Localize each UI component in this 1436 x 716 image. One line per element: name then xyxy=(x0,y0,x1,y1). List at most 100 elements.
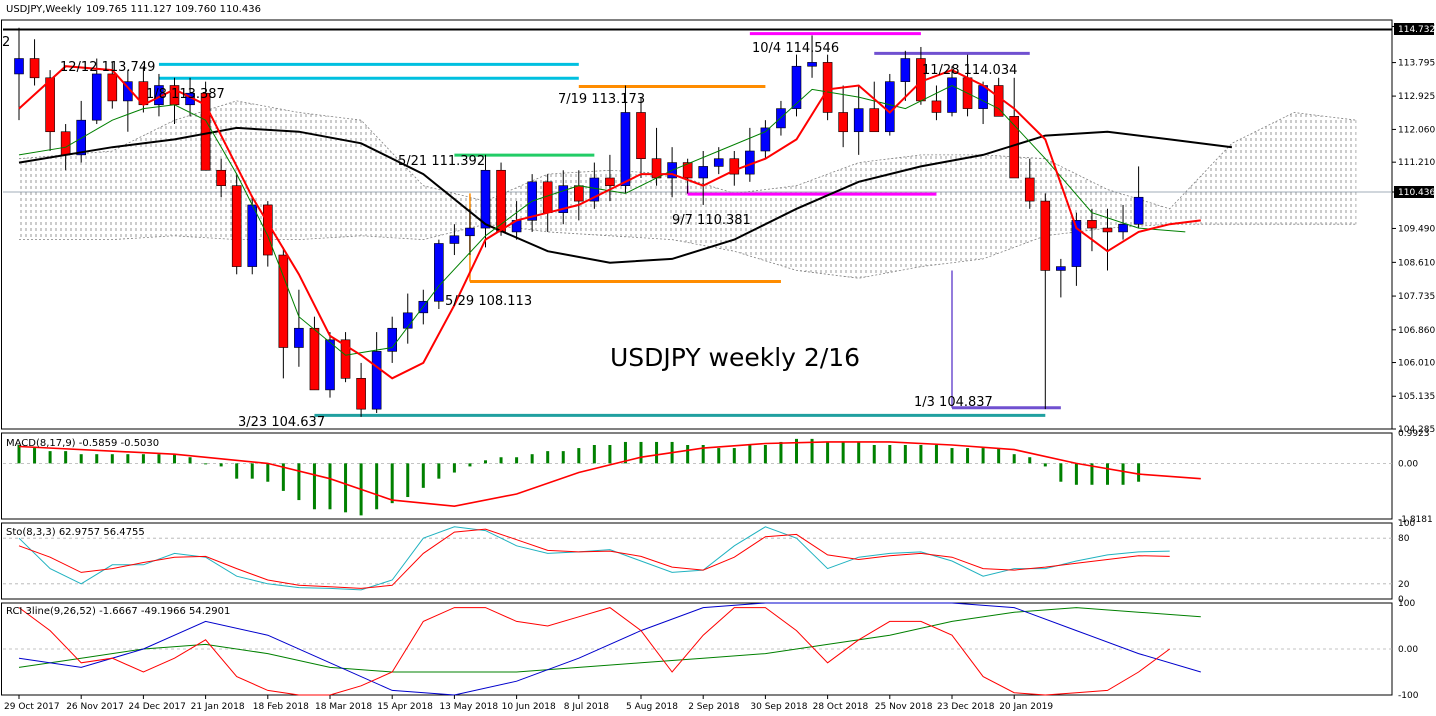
candle-bullish[interactable] xyxy=(371,351,382,410)
candle-bearish[interactable] xyxy=(605,177,615,186)
date-axis-label: 15 Apr 2018 xyxy=(377,702,433,712)
price-axis-label: 108.610 xyxy=(1398,258,1435,268)
candle-bearish[interactable] xyxy=(636,112,646,160)
candle-bearish[interactable] xyxy=(1024,177,1035,202)
candle-bullish[interactable] xyxy=(713,158,724,167)
candle-bearish[interactable] xyxy=(340,339,351,379)
candle-bullish[interactable] xyxy=(558,185,569,213)
date-axis-label: 25 Nov 2018 xyxy=(875,702,933,712)
candle-bearish[interactable] xyxy=(200,92,211,171)
price-axis-label: 106.860 xyxy=(1398,326,1435,336)
annotation-label: 1/8 113.387 xyxy=(146,87,225,102)
macd-histogram-bar xyxy=(841,441,845,464)
rci-panel[interactable] xyxy=(3,602,1392,696)
candle-bearish[interactable] xyxy=(869,108,880,133)
sto-axis-label: 80 xyxy=(1398,534,1410,544)
macd-panel[interactable] xyxy=(3,438,1392,516)
candle-bullish[interactable] xyxy=(900,58,911,82)
candle-bullish[interactable] xyxy=(294,327,304,348)
macd-histogram-bar xyxy=(266,463,270,482)
date-axis-label: 18 Feb 2018 xyxy=(253,702,309,712)
macd-histogram-bar xyxy=(826,441,830,464)
candle-bullish[interactable] xyxy=(325,339,335,391)
candle-bearish[interactable] xyxy=(278,254,289,348)
candle-bearish[interactable] xyxy=(107,73,118,102)
candle-bullish[interactable] xyxy=(387,327,398,352)
candle-bearish[interactable] xyxy=(682,162,693,179)
candle-bullish[interactable] xyxy=(853,108,864,133)
candle-bullish[interactable] xyxy=(1133,196,1144,225)
candle-bullish[interactable] xyxy=(402,312,413,329)
candle-bullish[interactable] xyxy=(91,73,102,121)
rci-axis-label: 0.00 xyxy=(1398,645,1418,655)
candle-bullish[interactable] xyxy=(698,166,709,179)
macd-histogram-bar xyxy=(857,441,861,464)
macd-histogram-bar xyxy=(219,463,223,467)
macd-histogram-bar xyxy=(1028,457,1032,464)
candle-bearish[interactable] xyxy=(29,58,40,79)
candle-bullish[interactable] xyxy=(480,169,491,229)
macd-histogram-bar xyxy=(1074,463,1078,485)
candle-bullish[interactable] xyxy=(1056,266,1066,271)
candle-bullish[interactable] xyxy=(449,235,460,244)
candle-bearish[interactable] xyxy=(838,112,848,133)
price-axis-label: 112.060 xyxy=(1398,125,1435,135)
candle-bearish[interactable] xyxy=(1040,200,1051,271)
date-axis-label: 2 Sep 2018 xyxy=(688,702,740,712)
candle-bullish[interactable] xyxy=(947,77,957,113)
macd-histogram-bar xyxy=(1043,463,1047,467)
candle-bullish[interactable] xyxy=(76,119,86,156)
sto-main-line xyxy=(18,526,1170,591)
kijun-line xyxy=(18,84,1186,356)
candle-bullish[interactable] xyxy=(434,243,444,302)
candle-bearish[interactable] xyxy=(573,185,584,202)
candle-bullish[interactable] xyxy=(760,127,771,152)
macd-axis-label: 0.9923 xyxy=(1398,429,1430,439)
candle-bearish[interactable] xyxy=(60,131,71,156)
macd-histogram-bar xyxy=(95,454,99,464)
macd-histogram-bar xyxy=(79,454,83,464)
chart-watermark: USDJPY weekly 2/16 xyxy=(610,343,860,372)
annotation-label: 9/7 110.381 xyxy=(672,213,751,228)
candle-bullish[interactable] xyxy=(465,227,475,237)
price-axis-label: 109.490 xyxy=(1398,224,1435,234)
macd-histogram-bar xyxy=(1137,463,1141,482)
date-axis-label: 24 Dec 2017 xyxy=(128,702,186,712)
candle-bearish[interactable] xyxy=(231,185,242,267)
candle-bullish[interactable] xyxy=(14,58,24,75)
candle-bearish[interactable] xyxy=(45,77,55,133)
date-axis-label: 26 Nov 2017 xyxy=(66,702,124,712)
macd-histogram-bar xyxy=(546,451,550,464)
candle-bullish[interactable] xyxy=(589,177,600,202)
candle-bearish[interactable] xyxy=(309,327,320,391)
annotation-label: 5/21 111.392 xyxy=(398,154,485,169)
stochastic-panel[interactable] xyxy=(3,526,1392,591)
rci-mid-line xyxy=(18,602,1201,696)
candle-bearish[interactable] xyxy=(1102,227,1113,233)
candle-bearish[interactable] xyxy=(1087,220,1097,229)
rci-long-line xyxy=(18,607,1201,673)
main-price-panel[interactable]: 12/12 113.749 1/8 113.387 5/21 111.392 7/19… xyxy=(3,27,1392,430)
axes: 114.732 113.795 112.925 112.060 111.210 110.4… xyxy=(4,22,1435,712)
macd-histogram-bar xyxy=(1012,454,1016,464)
macd-histogram-bar xyxy=(515,457,519,464)
macd-histogram-bar xyxy=(966,448,970,464)
macd-histogram-bar xyxy=(1059,463,1063,482)
candle-bearish[interactable] xyxy=(356,378,366,410)
candle-bullish[interactable] xyxy=(1071,220,1082,267)
candle-bullish[interactable] xyxy=(1118,223,1128,233)
candle-bullish[interactable] xyxy=(884,81,895,133)
candle-bearish[interactable] xyxy=(822,62,833,113)
candle-bullish[interactable] xyxy=(807,62,817,67)
current-price-label: 110.436 xyxy=(1398,188,1435,198)
candle-bearish[interactable] xyxy=(496,169,506,233)
candle-bearish[interactable] xyxy=(729,158,740,175)
candle-bearish[interactable] xyxy=(931,100,942,113)
candle-bullish[interactable] xyxy=(791,65,802,109)
candle-bullish[interactable] xyxy=(620,112,631,186)
macd-histogram-bar xyxy=(421,463,425,488)
candle-bearish[interactable] xyxy=(216,169,226,186)
candle-bullish[interactable] xyxy=(247,204,258,267)
macd-histogram-bar xyxy=(297,463,301,501)
macd-signal-line xyxy=(18,441,1201,508)
